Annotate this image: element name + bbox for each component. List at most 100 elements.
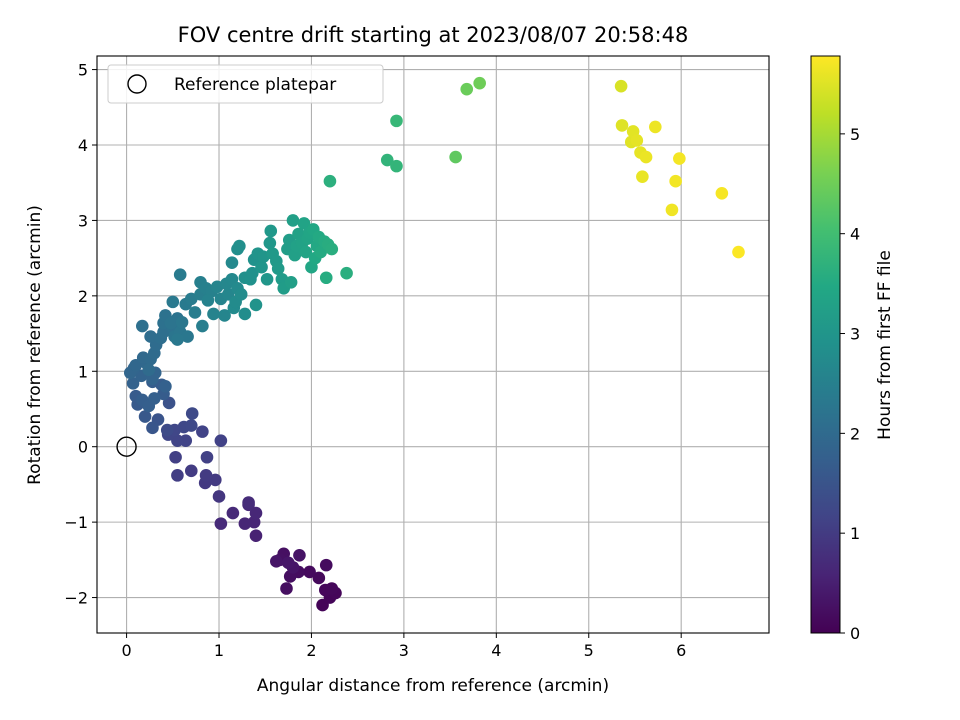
colorbar-ticks: 0 1 2 3 4 5: [840, 125, 860, 643]
scatter-point: [181, 330, 194, 343]
scatter-point: [142, 363, 156, 377]
legend-label-reference: Reference platepar: [174, 75, 336, 95]
chart-title: FOV centre drift starting at 2023/08/07 …: [178, 23, 689, 47]
scatter-point: [630, 134, 644, 147]
scatter-point: [234, 288, 248, 301]
scatter-point: [200, 450, 214, 464]
y-tick-label: −2: [64, 589, 88, 608]
scatter-point: [615, 119, 629, 132]
scatter-point: [665, 203, 679, 217]
scatter-point: [226, 506, 240, 520]
scatter-point: [249, 529, 263, 543]
scatter-point: [249, 506, 263, 520]
scatter-point: [270, 555, 283, 568]
reference-point-marker: [116, 436, 137, 457]
colorbar-tick-label: 5: [850, 125, 860, 144]
scatter-point: [263, 236, 277, 250]
scatter-point: [264, 224, 278, 238]
scatter-point: [214, 517, 228, 530]
scatter-point: [669, 174, 682, 188]
scatter-point: [225, 272, 239, 286]
legend-box: [107, 64, 384, 104]
scatter-point: [214, 434, 228, 447]
scatter-point: [325, 582, 339, 595]
colorbar-label: Hours from first FF file: [875, 250, 895, 440]
scatter-point: [175, 315, 189, 329]
scatter-point: [732, 245, 745, 259]
scatter-point: [233, 239, 246, 253]
scatter-point: [185, 407, 199, 420]
scatter-point: [390, 114, 403, 128]
colorbar-tick-label: 3: [850, 325, 860, 344]
scatter-point: [238, 517, 252, 530]
grid: [97, 56, 769, 633]
colorbar-tick-label: 2: [850, 424, 860, 443]
scatter-point: [284, 275, 298, 289]
scatter-point: [340, 266, 353, 280]
scatter-point: [196, 319, 209, 333]
y-tick-label: 3: [78, 211, 88, 230]
scatter-point: [238, 307, 252, 321]
x-tick-label: 0: [121, 641, 131, 660]
plot-frame: [96, 55, 770, 634]
scatter-point: [164, 316, 178, 330]
scatter-point: [639, 150, 653, 164]
scatter-point: [319, 558, 333, 572]
scatter-point: [135, 319, 149, 333]
scatter-point: [323, 174, 337, 188]
x-tick-label: 1: [214, 641, 224, 660]
y-tick-label: 1: [78, 362, 88, 381]
scatter-point: [390, 159, 403, 173]
y-tick-label: 0: [78, 438, 88, 457]
scatter-point: [218, 309, 231, 322]
scatter-point: [201, 294, 215, 307]
scatter-point: [188, 306, 202, 319]
scatter-point: [184, 464, 198, 478]
scatter-point: [144, 330, 157, 343]
scatter-point: [173, 268, 187, 282]
scatter-point: [303, 565, 316, 579]
y-tick-label: −1: [64, 513, 88, 532]
y-axis-label: Rotation from reference (arcmin): [25, 205, 45, 485]
scatter-point: [225, 256, 239, 269]
scatter-point: [286, 214, 300, 227]
scatter-point: [199, 469, 213, 482]
y-tick-label: 5: [78, 61, 88, 80]
scatter-point: [673, 152, 686, 165]
scatter-point: [636, 170, 649, 183]
colorbar-tick-label: 4: [850, 225, 860, 244]
scatter-point: [212, 490, 226, 503]
colorbar: 0 1 2 3 4 5 Hours from first FF file: [810, 55, 895, 643]
scatter-point: [297, 217, 311, 230]
colorbar-tick-label: 0: [850, 624, 860, 643]
scatter-point: [473, 76, 486, 90]
scatter-point: [255, 260, 268, 274]
y-tick-label: 4: [78, 136, 88, 155]
scatter-point: [460, 82, 474, 96]
scatter-point: [245, 266, 259, 280]
y-tick-label: 2: [78, 287, 88, 306]
scatter-point: [380, 153, 394, 167]
scatter-point: [159, 380, 172, 393]
scatter-point: [171, 469, 184, 482]
scatter-point: [312, 571, 326, 585]
scatter-point: [249, 298, 263, 312]
x-axis-label: Angular distance from reference (arcmin): [257, 676, 609, 696]
scatter-point: [614, 79, 628, 93]
scatter-point: [282, 556, 295, 570]
scatter-point: [162, 396, 176, 410]
scatter-point: [293, 549, 306, 562]
scatter-point: [169, 450, 182, 464]
scatter-point: [146, 421, 159, 435]
scatter-point: [271, 262, 285, 275]
x-tick-label: 5: [584, 641, 594, 660]
scatter-point: [242, 496, 255, 509]
scatter-point: [207, 307, 220, 321]
x-tick-label: 6: [676, 641, 686, 660]
x-tick-label: 4: [491, 641, 501, 660]
scatter-point: [171, 333, 184, 346]
scatter-point: [148, 392, 161, 405]
scatter-points: [116, 76, 745, 612]
